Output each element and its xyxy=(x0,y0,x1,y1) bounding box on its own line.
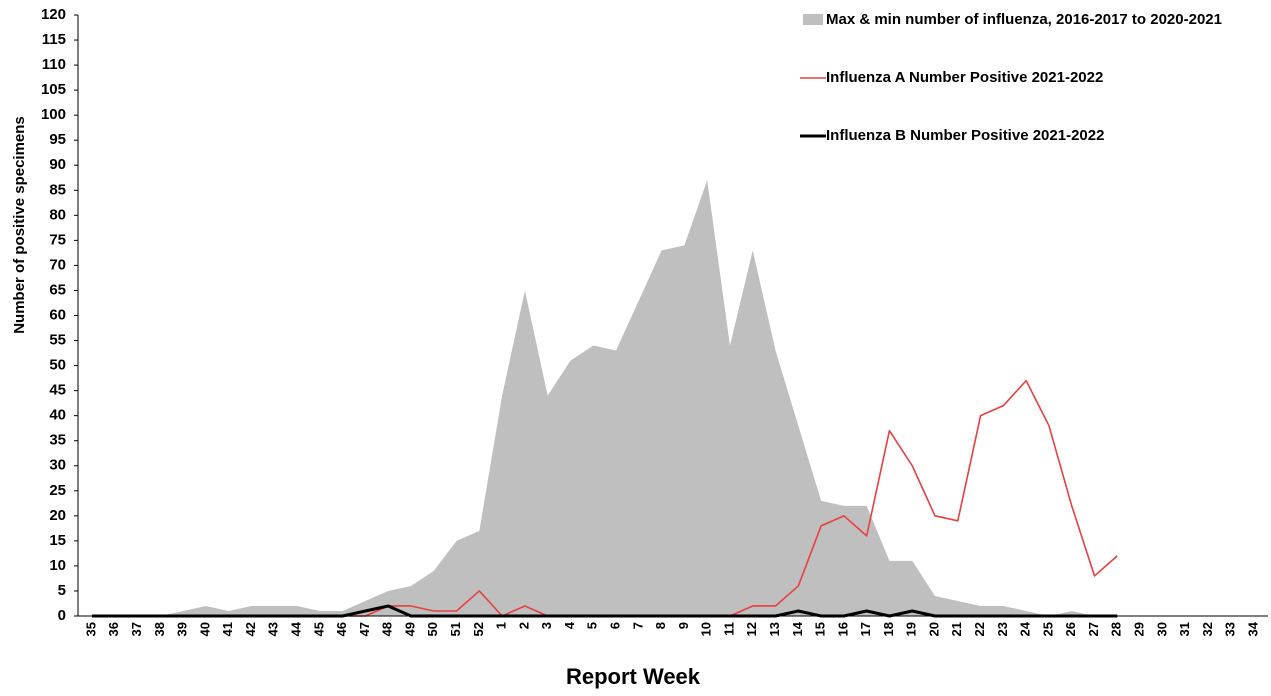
y-tick-label: 40 xyxy=(49,407,66,424)
x-tick-label: 30 xyxy=(1154,622,1169,636)
x-tick-label: 32 xyxy=(1200,622,1215,636)
y-tick-label: 35 xyxy=(49,432,66,449)
y-tick-label: 100 xyxy=(41,106,66,123)
x-tick-label: 16 xyxy=(835,622,850,636)
y-tick-label: 0 xyxy=(58,607,66,624)
y-tick-label: 30 xyxy=(49,457,66,474)
y-tick-label: 25 xyxy=(49,482,66,499)
x-tick-label: 52 xyxy=(471,622,486,636)
x-tick-label: 18 xyxy=(881,622,896,636)
y-tick-label: 20 xyxy=(49,507,66,524)
x-tick-label: 23 xyxy=(995,622,1010,636)
y-tick-label: 80 xyxy=(49,206,66,223)
x-tick-label: 24 xyxy=(1018,621,1033,636)
x-tick-label: 26 xyxy=(1063,622,1078,636)
x-tick-label: 46 xyxy=(334,622,349,636)
x-tick-label: 35 xyxy=(83,622,98,636)
x-tick-label: 25 xyxy=(1040,622,1055,636)
x-tick-label: 40 xyxy=(197,622,212,636)
x-tick-label: 21 xyxy=(949,622,964,636)
x-axis-title: Report Week xyxy=(566,664,701,689)
y-tick-label: 65 xyxy=(49,281,66,298)
x-tick-label: 29 xyxy=(1132,622,1147,636)
legend-label: Influenza B Number Positive 2021-2022 xyxy=(826,127,1105,144)
y-tick-label: 95 xyxy=(49,131,66,148)
y-tick-label: 10 xyxy=(49,557,66,574)
x-tick-label: 37 xyxy=(129,622,144,636)
x-tick-label: 14 xyxy=(790,621,805,636)
x-tick-label: 11 xyxy=(721,622,736,636)
x-tick-label: 17 xyxy=(858,622,873,636)
x-tick-label: 44 xyxy=(288,621,303,636)
y-tick-label: 5 xyxy=(58,582,66,599)
x-tick-label: 22 xyxy=(972,622,987,636)
x-tick-label: 6 xyxy=(607,622,622,629)
x-tick-label: 3 xyxy=(539,622,554,629)
legend-swatch xyxy=(803,14,823,25)
x-tick-label: 50 xyxy=(425,622,440,636)
x-tick-label: 47 xyxy=(357,622,372,636)
x-tick-label: 13 xyxy=(767,622,782,636)
range-area xyxy=(92,180,1254,616)
legend-label: Max & min number of influenza, 2016-2017… xyxy=(826,11,1222,28)
legend-label: Influenza A Number Positive 2021-2022 xyxy=(826,69,1104,86)
x-tick-label: 31 xyxy=(1177,622,1192,636)
y-tick-label: 115 xyxy=(42,31,66,48)
x-tick-label: 28 xyxy=(1109,622,1124,636)
x-tick-label: 19 xyxy=(904,622,919,636)
y-tick-label: 55 xyxy=(49,332,66,349)
y-tick-label: 120 xyxy=(41,6,66,23)
y-tick-label: 15 xyxy=(49,532,66,549)
x-tick-label: 42 xyxy=(243,622,258,636)
x-tick-label: 9 xyxy=(676,622,691,629)
y-tick-label: 85 xyxy=(49,181,66,198)
y-axis-title: Number of positive specimens xyxy=(11,116,28,334)
x-tick-label: 48 xyxy=(380,622,395,636)
y-tick-label: 90 xyxy=(49,156,66,173)
y-tick-label: 45 xyxy=(49,382,66,399)
x-tick-label: 41 xyxy=(220,622,235,636)
x-tick-label: 1 xyxy=(494,622,509,629)
x-tick-label: 43 xyxy=(266,622,281,636)
x-tick-label: 51 xyxy=(448,622,463,636)
y-tick-label: 70 xyxy=(49,256,66,273)
x-tick-label: 45 xyxy=(311,622,326,636)
x-tick-label: 38 xyxy=(152,622,167,636)
y-tick-label: 105 xyxy=(41,81,66,98)
x-tick-label: 49 xyxy=(402,622,417,636)
x-tick-label: 15 xyxy=(813,622,828,636)
y-tick-label: 75 xyxy=(49,231,66,248)
y-tick-label: 110 xyxy=(42,56,66,73)
x-tick-label: 12 xyxy=(744,622,759,636)
y-tick-label: 60 xyxy=(49,306,66,323)
x-tick-label: 4 xyxy=(562,621,577,629)
x-tick-label: 5 xyxy=(585,622,600,629)
x-tick-label: 8 xyxy=(653,622,668,629)
y-tick-label: 50 xyxy=(49,357,66,374)
x-tick-label: 7 xyxy=(630,622,645,629)
x-tick-label: 20 xyxy=(926,622,941,636)
x-tick-label: 34 xyxy=(1245,621,1260,636)
x-tick-label: 33 xyxy=(1223,622,1238,636)
x-tick-label: 2 xyxy=(516,622,531,629)
x-tick-label: 27 xyxy=(1086,622,1101,636)
x-tick-label: 10 xyxy=(699,622,714,636)
x-tick-label: 36 xyxy=(106,622,121,636)
x-tick-label: 39 xyxy=(175,622,190,636)
